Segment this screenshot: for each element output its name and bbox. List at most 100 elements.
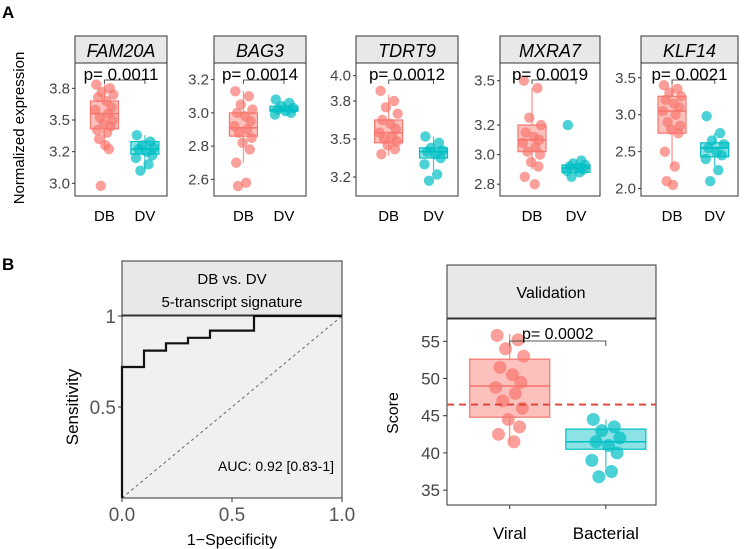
point-dv xyxy=(285,107,297,119)
roc-curve xyxy=(120,314,342,498)
pvalue-bracket xyxy=(103,79,146,84)
roc-title-strip xyxy=(121,260,343,316)
roc-panel: DB vs. DV 5-transcript signature AUC: 0.… xyxy=(63,260,355,549)
point-db xyxy=(659,146,671,157)
point-db xyxy=(92,92,104,103)
point-db xyxy=(529,178,540,190)
point-db xyxy=(520,127,531,138)
point-db xyxy=(243,91,255,102)
point-dv xyxy=(431,169,443,180)
gene-title: KLF14 xyxy=(663,41,716,61)
point-db xyxy=(673,127,684,139)
pvalue-label: p= 0.0011 xyxy=(84,65,159,84)
gene-title-strip xyxy=(213,35,307,64)
x-tick-label: DB xyxy=(378,208,399,225)
point-dv xyxy=(435,152,446,164)
point-viral xyxy=(493,360,507,374)
point-dv xyxy=(131,130,143,141)
point-viral xyxy=(513,420,526,434)
point-db xyxy=(660,94,671,106)
point-bacterial xyxy=(595,424,609,438)
point-viral xyxy=(514,375,528,389)
point-db xyxy=(658,79,670,91)
pvalue-label: p= 0.0012 xyxy=(369,65,445,84)
point-viral xyxy=(499,342,512,356)
pvalue-label: p= 0.0021 xyxy=(651,65,727,84)
box-viral xyxy=(469,358,551,418)
y-tick-label: 3.0 xyxy=(49,175,70,192)
roc-auc-label: AUC: 0.92 [0.83-1] xyxy=(218,458,334,474)
point-dv xyxy=(143,159,154,170)
x-tick-label: DB xyxy=(662,208,683,225)
point-viral xyxy=(511,333,525,347)
x-tick-label: DB xyxy=(94,208,115,225)
point-bacterial xyxy=(592,470,606,484)
point-db xyxy=(245,115,256,127)
roc-x-tick-label: 1.0 xyxy=(329,505,355,526)
point-dv xyxy=(423,175,435,186)
point-db xyxy=(246,132,257,144)
point-db xyxy=(392,108,403,119)
roc-plot-background xyxy=(121,315,343,499)
point-db xyxy=(522,146,533,157)
point-db xyxy=(244,144,255,155)
y-tick-label: 2.6 xyxy=(188,171,209,188)
point-dv xyxy=(713,164,724,176)
y-tick-label: 2.0 xyxy=(615,181,636,198)
point-db xyxy=(235,99,246,110)
point-db xyxy=(388,95,400,107)
point-dv xyxy=(130,152,142,164)
panel-b-label: B xyxy=(2,255,14,274)
point-dv xyxy=(716,150,728,161)
point-db xyxy=(90,104,101,116)
point-db xyxy=(108,89,119,100)
validation-title: Validation xyxy=(516,285,585,302)
point-dv xyxy=(422,146,433,157)
roc-y-tick-label: 1 xyxy=(105,307,116,328)
gene-panel-tdrt9: TDRT9 p= 0.0012 3.2 3.5 3.8 4.0 DB DV xyxy=(330,35,459,225)
point-db xyxy=(517,137,529,148)
gene-title-strip xyxy=(640,35,739,64)
point-db xyxy=(389,143,401,155)
validation-y-tick-label: 35 xyxy=(421,481,440,500)
point-db xyxy=(518,75,530,86)
y-tick-label: 3.8 xyxy=(49,80,70,97)
validation-title-strip xyxy=(446,264,657,319)
point-dv xyxy=(420,131,431,142)
gene-title-strip xyxy=(74,35,168,64)
pvalue-bracket xyxy=(671,79,716,84)
point-db xyxy=(675,91,687,102)
x-tick-label: DV xyxy=(273,208,294,225)
roc-xlabel: 1−Specificity xyxy=(187,532,277,549)
validation-x-tick-label: Bacterial xyxy=(573,524,639,543)
panel-a-label: A xyxy=(2,3,14,22)
point-db xyxy=(95,180,107,192)
y-tick-label: 3.5 xyxy=(474,73,495,90)
y-tick-label: 3.0 xyxy=(474,147,495,164)
point-db xyxy=(375,85,386,97)
x-tick-label: DB xyxy=(522,208,543,225)
gene-panel-bag3: BAG3 p= 0.0014 2.6 2.8 3.0 3.2 DB DV xyxy=(188,35,307,225)
point-db xyxy=(376,149,387,160)
gene-panel-mxra7: MXRA7 p= 0.0019 2.8 3.0 3.2 3.5 DB DV xyxy=(474,35,601,225)
point-db xyxy=(233,127,245,139)
point-dv xyxy=(566,171,577,182)
point-dv xyxy=(574,167,585,178)
point-dv xyxy=(562,119,574,131)
point-db xyxy=(533,161,544,172)
point-db xyxy=(667,179,679,191)
x-tick-label: DV xyxy=(134,208,155,225)
point-bacterial xyxy=(585,453,599,467)
x-tick-label: DV xyxy=(566,208,587,225)
y-tick-label: 3.0 xyxy=(615,107,636,124)
gene-title-strip xyxy=(355,35,459,64)
point-dv xyxy=(701,111,712,122)
point-db xyxy=(103,143,115,155)
pvalue-bracket xyxy=(242,79,285,84)
validation-pvalue-label: p= 0.0002 xyxy=(522,326,594,343)
point-dv xyxy=(718,139,729,150)
point-db xyxy=(241,124,253,135)
panel-a-ylabel: Normalized expression xyxy=(11,52,28,205)
validation-panel: Validation Score p= 0.0002 35 40 45 50 55 Vira… xyxy=(385,264,657,543)
y-tick-label: 3.2 xyxy=(330,169,351,186)
